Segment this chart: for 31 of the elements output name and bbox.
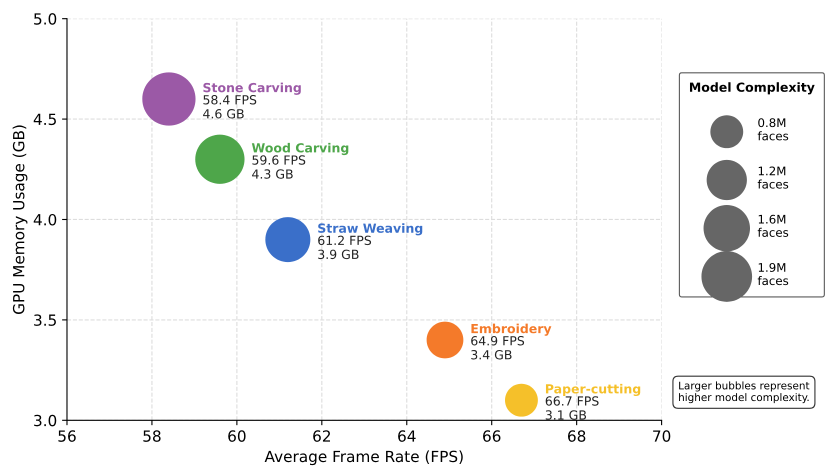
y-tick-label: 4.5 <box>34 114 56 126</box>
series-label: Stone Carving <box>203 82 301 95</box>
data-label: 64.9 FPS 3.4 GB <box>471 336 524 360</box>
y-tick-label: 3.0 <box>34 414 56 426</box>
legend-label: 1.9M faces <box>758 263 788 286</box>
x-tick-label: 70 <box>653 430 670 442</box>
x-tick-label: 60 <box>228 430 246 442</box>
data-label: 61.2 FPS 3.9 GB <box>318 236 372 260</box>
legend-title: Model Complexity <box>690 82 815 94</box>
legend-label: 0.8M faces <box>758 118 788 140</box>
legend-label: 1.2M faces <box>758 166 788 189</box>
legend-label: 1.6M faces <box>758 214 788 237</box>
y-tick-label: 4.0 <box>34 214 56 226</box>
series-label: Wood Carving <box>252 142 348 156</box>
x-tick-label: 64 <box>398 430 416 442</box>
data-label: 66.7 FPS 3.1 GB <box>546 396 599 420</box>
x-tick-label: 68 <box>568 430 586 442</box>
x-axis-title: Average Frame Rate (FPS) <box>264 450 463 466</box>
x-tick-label: 58 <box>143 430 161 442</box>
x-tick-label: 62 <box>313 430 330 442</box>
text: Larger bubbles represent higher model complexity. <box>679 381 810 404</box>
series-label: Paper-cutting <box>546 384 640 396</box>
y-axis-title: GPU Memory Usage (GB) <box>12 125 28 314</box>
y-tick-label: 5.0 <box>34 13 56 25</box>
x-tick-label: 66 <box>483 430 500 442</box>
series-label: Straw Weaving <box>318 223 422 236</box>
data-label: 59.6 FPS 4.3 GB <box>252 155 306 179</box>
series-label: Embroidery <box>471 324 552 336</box>
x-tick-label: 56 <box>58 430 76 442</box>
y-tick-label: 3.5 <box>34 314 56 326</box>
data-label: 58.4 FPS 4.6 GB <box>203 95 256 119</box>
